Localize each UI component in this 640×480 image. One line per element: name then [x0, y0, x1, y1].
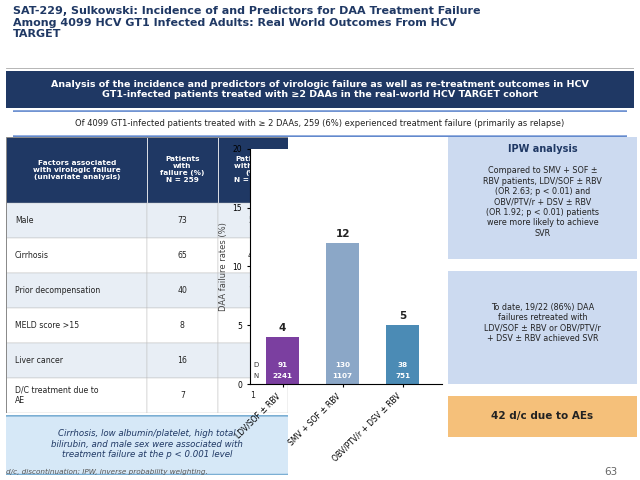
Text: d/c, discontinuation; IPW, inverse probability weighting.: d/c, discontinuation; IPW, inverse proba… — [6, 468, 208, 475]
Text: 130: 130 — [335, 362, 350, 368]
Text: SAT-229, Sulkowski: Incidence of and Predictors for DAA Treatment Failure
Among : SAT-229, Sulkowski: Incidence of and Pre… — [13, 6, 480, 39]
Text: 4: 4 — [279, 323, 286, 333]
Bar — [386, 325, 419, 384]
Bar — [218, 137, 288, 203]
FancyBboxPatch shape — [6, 111, 634, 136]
Text: 18: 18 — [248, 286, 258, 295]
Text: Factors associated
with virologic failure
(univariate analysis): Factors associated with virologic failur… — [33, 160, 120, 180]
Bar — [218, 308, 288, 343]
Text: D: D — [253, 362, 259, 368]
Bar — [218, 238, 288, 273]
Text: 2241: 2241 — [273, 373, 292, 379]
Text: 38: 38 — [397, 362, 408, 368]
Bar — [6, 308, 147, 343]
Text: 12: 12 — [335, 229, 350, 239]
Bar — [147, 137, 218, 203]
Text: N: N — [253, 373, 259, 379]
Bar — [147, 378, 218, 413]
Text: 7: 7 — [180, 391, 185, 400]
Text: 91: 91 — [278, 362, 287, 368]
FancyBboxPatch shape — [442, 395, 640, 438]
FancyBboxPatch shape — [0, 70, 640, 109]
Bar — [147, 308, 218, 343]
Text: To date, 19/22 (86%) DAA
failures retreated with
LDV/SOF ± RBV or OBV/PTV/r
+ DS: To date, 19/22 (86%) DAA failures retrea… — [484, 303, 601, 343]
Text: 40: 40 — [177, 286, 188, 295]
Bar — [266, 337, 299, 384]
Bar — [6, 343, 147, 378]
Text: Liver cancer: Liver cancer — [15, 356, 63, 365]
Text: 42: 42 — [248, 251, 258, 260]
Text: IPW analysis: IPW analysis — [508, 144, 577, 154]
FancyBboxPatch shape — [1, 416, 294, 475]
Text: Patients
with SVR
(%)
N = 3840: Patients with SVR (%) N = 3840 — [234, 156, 272, 183]
Text: 59: 59 — [248, 216, 258, 225]
Y-axis label: DAA failure rates (%): DAA failure rates (%) — [219, 222, 228, 311]
Text: 4: 4 — [250, 321, 255, 330]
Text: Cirrhosis, low albumin/platelet, high total
bilirubin, and male sex were associa: Cirrhosis, low albumin/platelet, high to… — [51, 429, 243, 459]
Text: Compared to SMV + SOF ±
RBV patients, LDV/SOF ± RBV
(OR 2.63; p < 0.01) and
OBV/: Compared to SMV + SOF ± RBV patients, LD… — [483, 166, 602, 238]
Text: Cirrhosis: Cirrhosis — [15, 251, 49, 260]
Text: 42 d/c due to AEs: 42 d/c due to AEs — [492, 411, 593, 421]
Text: D/C treatment due to
AE: D/C treatment due to AE — [15, 385, 99, 405]
Text: 16: 16 — [177, 356, 188, 365]
Bar — [147, 238, 218, 273]
Bar — [6, 137, 147, 203]
Text: 73: 73 — [177, 216, 188, 225]
Text: Prior decompensation: Prior decompensation — [15, 286, 100, 295]
Text: 7: 7 — [250, 356, 255, 365]
Bar — [218, 203, 288, 238]
Text: 1107: 1107 — [333, 373, 353, 379]
Bar — [218, 273, 288, 308]
Text: 1: 1 — [250, 391, 255, 400]
Text: MELD score >15: MELD score >15 — [15, 321, 79, 330]
Bar — [147, 203, 218, 238]
Text: 65: 65 — [177, 251, 188, 260]
Text: 5: 5 — [399, 311, 406, 321]
Text: Of 4099 GT1-infected patients treated with ≥ 2 DAAs, 259 (6%) experienced treatm: Of 4099 GT1-infected patients treated wi… — [76, 119, 564, 128]
Bar — [6, 238, 147, 273]
FancyBboxPatch shape — [440, 267, 640, 388]
Bar — [6, 203, 147, 238]
Bar — [218, 378, 288, 413]
Text: 63: 63 — [605, 467, 618, 477]
Text: 751: 751 — [395, 373, 410, 379]
Bar — [218, 343, 288, 378]
Text: 8: 8 — [180, 321, 185, 330]
Bar — [6, 378, 147, 413]
Text: Analysis of the incidence and predictors of virologic failure as well as re-trea: Analysis of the incidence and predictors… — [51, 80, 589, 99]
Bar — [326, 243, 359, 384]
Bar — [147, 343, 218, 378]
Bar — [147, 273, 218, 308]
Text: Male: Male — [15, 216, 33, 225]
Bar — [6, 273, 147, 308]
FancyBboxPatch shape — [440, 132, 640, 264]
Text: Patients
with
failure (%)
N = 259: Patients with failure (%) N = 259 — [160, 156, 205, 183]
